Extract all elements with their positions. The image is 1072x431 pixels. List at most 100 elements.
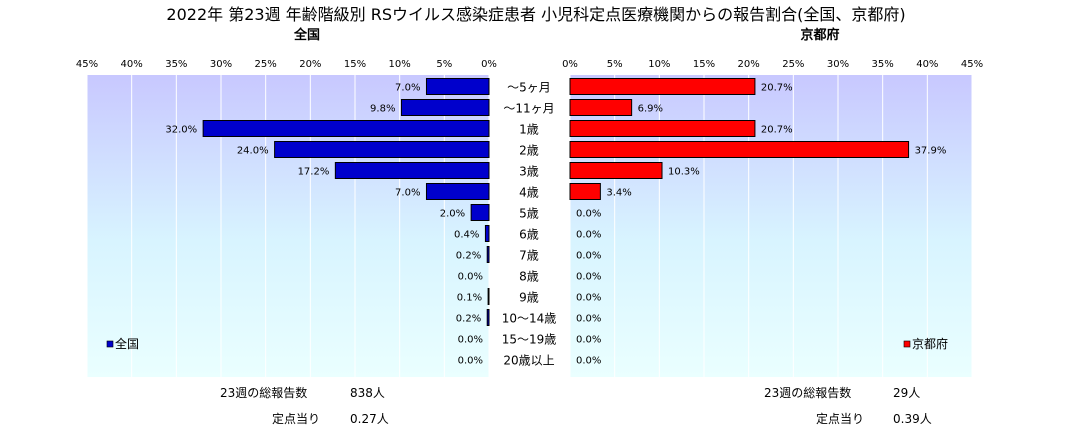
kyoto-tick-label: 5% [607,59,623,70]
national-legend-swatch [106,340,114,348]
kyoto-bar [569,99,633,116]
kyoto-value-label: 0.0% [576,230,601,241]
national-value-label: 0.0% [458,272,483,283]
national-summary: 23週の総報告数 838人 定点当り 0.27人 [220,385,389,426]
kyoto-legend-swatch [903,340,911,348]
kyoto-bar [569,120,756,137]
category-label: 2歳 [519,144,539,158]
kyoto-tick-label: 35% [872,59,894,70]
bars-layer [202,78,910,326]
category-label: 8歳 [519,270,539,284]
national-tick-label: 45% [76,59,98,70]
category-label: 6歳 [519,228,539,242]
kyoto-tick-label: 15% [693,59,715,70]
kyoto-legend: 京都府 [903,336,948,351]
national-value-label: 0.0% [458,356,483,367]
national-subtitle: 全国 [293,27,320,43]
category-label: 4歳 [519,186,539,200]
national-value-label: 17.2% [298,167,330,178]
national-value-label: 24.0% [237,146,269,157]
kyoto-bar [569,78,756,95]
national-tick-label: 10% [389,59,411,70]
kyoto-subtitle: 京都府 [800,27,839,43]
category-labels: ～5ヶ月 ～11ヶ月 1歳 2歳 3歳 4歳 5歳 6歳 7歳 8歳 9歳 10～14歳 15～19歳 2… [502,81,557,368]
tick-labels: 0% 5% 10% 15% 20% 25% 30% 35% 40% 45% 0% 5% 10% 15% 20… [76,59,983,70]
kyoto-bar [569,183,601,200]
kyoto-value-label: 0.0% [576,314,601,325]
category-label: ～11ヶ月 [503,102,554,116]
national-legend: 全国 [106,336,139,351]
kyoto-legend-label: 京都府 [912,336,948,351]
kyoto-value-label: 20.7% [761,83,793,94]
kyoto-tick-label: 30% [827,59,849,70]
national-bar [425,183,490,200]
national-total-value: 838人 [350,386,385,400]
national-bar [486,246,490,263]
national-bar [202,120,490,137]
national-bar [487,288,490,305]
kyoto-total-label: 23週の総報告数 [764,385,851,400]
national-tick-label: 40% [121,59,143,70]
national-value-label: 0.2% [456,251,481,262]
national-legend-label: 全国 [115,336,139,351]
national-tick-label: 25% [255,59,277,70]
national-bar [484,225,490,242]
kyoto-tick-label: 0% [562,59,578,70]
category-label: 10～14歳 [502,312,557,326]
national-bar [400,99,490,116]
kyoto-value-label: 0.0% [576,209,601,220]
national-value-label: 32.0% [165,125,197,136]
kyoto-tick-label: 10% [648,59,670,70]
kyoto-value-label: 0.0% [576,293,601,304]
category-label: 7歳 [519,249,539,263]
national-value-label: 7.0% [395,83,420,94]
category-label: ～5ヶ月 [507,81,551,95]
kyoto-tick-label: 20% [738,59,760,70]
national-total-label: 23週の総報告数 [220,385,307,400]
kyoto-value-label: 20.7% [761,125,793,136]
kyoto-bar [569,162,663,179]
kyoto-value-label: 10.3% [668,167,700,178]
national-value-label: 0.0% [458,335,483,346]
national-value-label: 0.4% [454,230,479,241]
category-label: 15～19歳 [502,333,557,347]
national-tick-label: 0% [481,59,497,70]
labels-layer: 7.0%9.8%32.0%24.0%17.2%7.0%2.0%0.4%0.2%0… [165,83,946,367]
national-bar [470,204,490,221]
category-label: 3歳 [519,165,539,179]
kyoto-bar [569,141,910,158]
kyoto-value-label: 37.9% [915,146,947,157]
national-value-label: 2.0% [440,209,465,220]
national-per-point-value: 0.27人 [350,412,389,426]
national-value-label: 0.2% [456,314,481,325]
category-label: 9歳 [519,291,539,305]
kyoto-total-value: 29人 [893,386,920,400]
national-tick-label: 15% [344,59,366,70]
kyoto-value-label: 0.0% [576,272,601,283]
national-tick-label: 30% [210,59,232,70]
national-value-label: 0.1% [457,293,482,304]
kyoto-value-label: 3.4% [606,188,631,199]
kyoto-value-label: 0.0% [576,251,601,262]
national-tick-label: 20% [299,59,321,70]
kyoto-summary: 23週の総報告数 29人 定点当り 0.39人 [764,385,932,426]
kyoto-tick-label: 40% [916,59,938,70]
category-label: 1歳 [519,123,539,137]
kyoto-value-label: 0.0% [576,356,601,367]
national-per-point-label: 定点当り [272,411,320,426]
national-value-label: 9.8% [370,104,395,115]
kyoto-value-label: 6.9% [638,104,663,115]
kyoto-per-point-value: 0.39人 [893,412,932,426]
kyoto-value-label: 0.0% [576,335,601,346]
kyoto-tick-label: 45% [961,59,983,70]
national-bar [274,141,490,158]
category-label: 5歳 [519,207,539,221]
kyoto-tick-label: 25% [782,59,804,70]
category-label: 20歳以上 [503,354,554,368]
national-tick-label: 35% [165,59,187,70]
national-bar [334,162,490,179]
kyoto-per-point-label: 定点当り [816,411,864,426]
chart-title: 2022年 第23週 年齢階級別 RSウイルス感染症患者 小児科定点医療機関から… [166,5,905,24]
national-bar [486,309,490,326]
